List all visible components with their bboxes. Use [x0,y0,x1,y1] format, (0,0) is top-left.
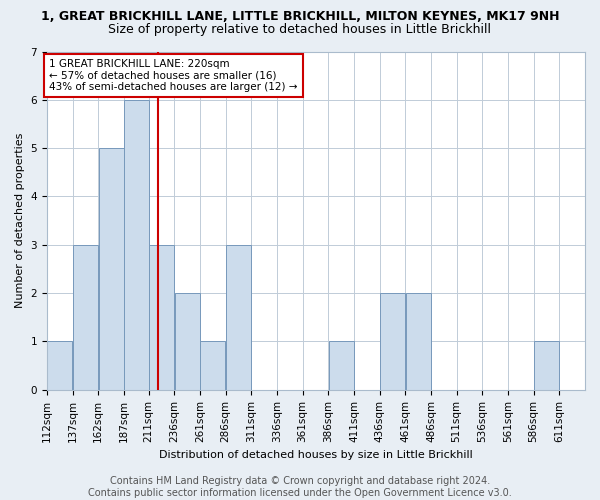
X-axis label: Distribution of detached houses by size in Little Brickhill: Distribution of detached houses by size … [159,450,473,460]
Bar [98,148,124,390]
Bar [226,245,251,390]
Text: 1 GREAT BRICKHILL LANE: 220sqm
← 57% of detached houses are smaller (16)
43% of : 1 GREAT BRICKHILL LANE: 220sqm ← 57% of … [49,58,298,92]
Bar [534,342,559,390]
Bar [380,293,405,390]
Text: 1, GREAT BRICKHILL LANE, LITTLE BRICKHILL, MILTON KEYNES, MK17 9NH: 1, GREAT BRICKHILL LANE, LITTLE BRICKHIL… [41,10,559,23]
Bar [200,342,225,390]
Text: Size of property relative to detached houses in Little Brickhill: Size of property relative to detached ho… [109,22,491,36]
Y-axis label: Number of detached properties: Number of detached properties [15,133,25,308]
Bar [149,245,174,390]
Bar [73,245,98,390]
Bar [329,342,353,390]
Bar [124,100,149,390]
Bar [175,293,200,390]
Bar [47,342,72,390]
Text: Contains HM Land Registry data © Crown copyright and database right 2024.
Contai: Contains HM Land Registry data © Crown c… [88,476,512,498]
Bar [406,293,431,390]
